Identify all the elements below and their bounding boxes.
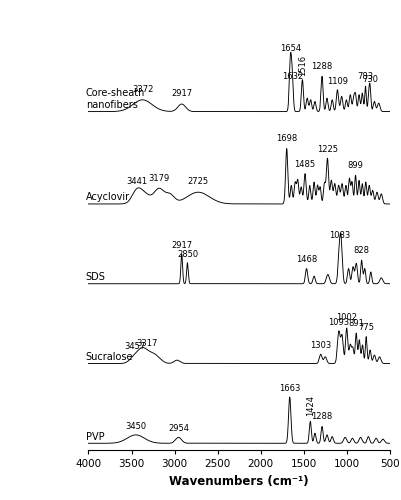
Text: 1424: 1424 [305, 396, 314, 416]
Text: 1002: 1002 [335, 314, 356, 322]
Text: 1485: 1485 [294, 160, 315, 168]
Text: 2917: 2917 [171, 241, 192, 250]
Text: 775: 775 [357, 322, 373, 332]
Text: Core-sheath
nanofibers: Core-sheath nanofibers [86, 88, 145, 110]
Text: PVP: PVP [86, 432, 104, 442]
Text: 891: 891 [347, 319, 363, 328]
Text: 1632: 1632 [281, 72, 302, 82]
Text: SDS: SDS [86, 272, 105, 282]
Text: 3317: 3317 [136, 338, 158, 347]
Text: 1288: 1288 [311, 412, 332, 420]
Text: 1288: 1288 [311, 62, 332, 72]
Text: 1109: 1109 [326, 78, 347, 86]
Text: 828: 828 [353, 246, 369, 255]
Text: Sucralose: Sucralose [86, 352, 133, 362]
Text: 2725: 2725 [187, 178, 208, 186]
Text: Acyclovir: Acyclovir [86, 192, 130, 202]
Text: 899: 899 [347, 162, 363, 170]
Text: 2917: 2917 [171, 89, 192, 98]
Text: 3457: 3457 [124, 342, 146, 351]
Text: 3441: 3441 [126, 178, 147, 186]
Text: 3372: 3372 [132, 85, 153, 94]
Text: 1516: 1516 [297, 55, 306, 76]
Text: 1698: 1698 [275, 134, 297, 143]
Text: 730: 730 [361, 75, 377, 84]
Text: 1225: 1225 [316, 144, 337, 154]
Text: 783: 783 [356, 72, 373, 82]
Text: 1083: 1083 [328, 231, 350, 240]
Text: 1303: 1303 [309, 341, 330, 350]
X-axis label: Wavenumbers (cm⁻¹): Wavenumbers (cm⁻¹) [169, 474, 308, 488]
Text: 1093: 1093 [328, 318, 348, 326]
Text: 3450: 3450 [125, 422, 146, 430]
Text: 2954: 2954 [168, 424, 188, 433]
Text: 1468: 1468 [295, 254, 316, 264]
Text: 3179: 3179 [148, 174, 169, 183]
Text: 2850: 2850 [176, 250, 198, 258]
Text: 1654: 1654 [279, 44, 300, 53]
Text: 1663: 1663 [278, 384, 300, 393]
